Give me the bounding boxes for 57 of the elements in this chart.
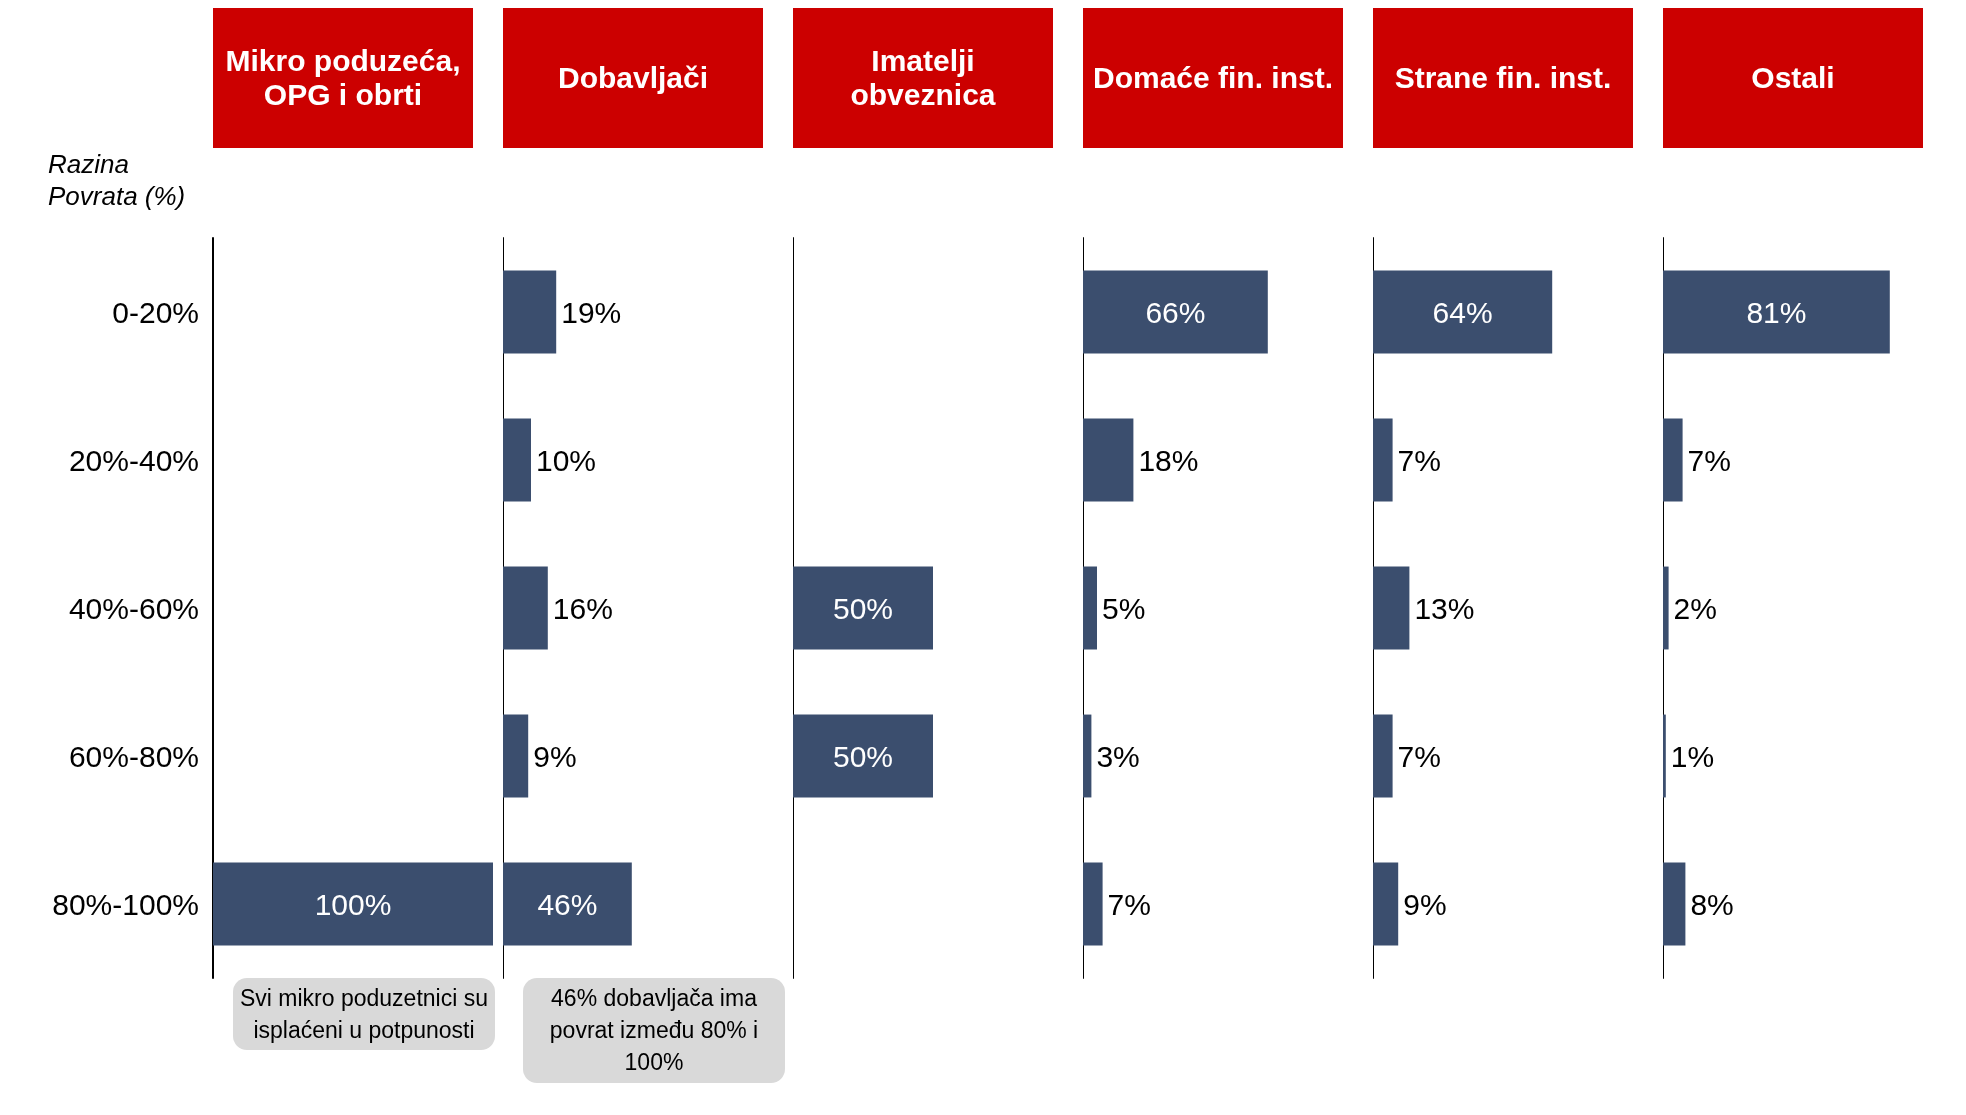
bar [1663,714,1666,798]
y-tick-label: 60%-80% [68,739,199,773]
data-label: 16% [552,591,613,625]
bar [503,270,557,354]
data-label: 7% [1397,739,1441,773]
bar [1083,862,1103,946]
bar [1083,270,1268,354]
bar [503,566,548,650]
data-label: 66% [1145,295,1206,329]
data-label: 46% [537,887,598,921]
data-label: 19% [561,295,622,329]
chart-title: Domaće fin. inst. [1083,8,1343,148]
bar [1083,714,1092,798]
data-label: 9% [1403,887,1447,921]
data-label: 7% [1687,443,1731,477]
bar [1663,418,1683,502]
data-label: 9% [533,739,577,773]
bar [503,714,529,798]
data-label: 5% [1102,591,1146,625]
data-label: 1% [1670,739,1715,773]
chart-title: Mikro poduzeća, OPG i obrti [213,8,473,148]
bar [503,418,531,502]
bar [1663,862,1686,946]
bar [1083,418,1134,502]
chart-title: Strane fin. inst. [1373,8,1633,148]
data-label: 7% [1397,443,1441,477]
bar [1373,270,1553,354]
data-label: 10% [536,443,597,477]
bar [1373,862,1399,946]
data-label: 64% [1432,295,1493,329]
bar [1373,418,1393,502]
data-label: 3% [1096,739,1140,773]
chart-title: Dobavljači [503,8,763,148]
y-tick-label: 20%-40% [68,443,199,477]
y-axis-title: Razina Povrata (%) [48,149,186,211]
y-tick-label: 80%-100% [52,887,199,921]
bar [1373,566,1410,650]
bar [1663,566,1669,650]
y-tick-label: 40%-60% [68,591,199,625]
data-label: 7% [1107,887,1151,921]
bar [1083,566,1097,650]
data-label: 100% [314,887,392,921]
data-label: 13% [1414,591,1475,625]
y-tick-label: 0-20% [112,295,199,329]
data-label: 18% [1138,443,1199,477]
data-label: 50% [832,591,894,625]
data-label: 50% [832,739,894,773]
bar [503,862,632,946]
chart-title: Imatelji obveznica [793,8,1053,148]
text: Svi mikro poduzetnici su isplaćeni u potpunosti [233,978,495,1051]
data-label: 81% [1746,295,1807,329]
chart-title: Ostali [1663,8,1923,148]
bar [1373,714,1393,798]
data-label: 8% [1690,887,1734,921]
bar [1663,270,1890,354]
text: 46% dobavljača ima povrat između 80% i 100% [523,978,785,1083]
data-label: 2% [1673,591,1717,625]
